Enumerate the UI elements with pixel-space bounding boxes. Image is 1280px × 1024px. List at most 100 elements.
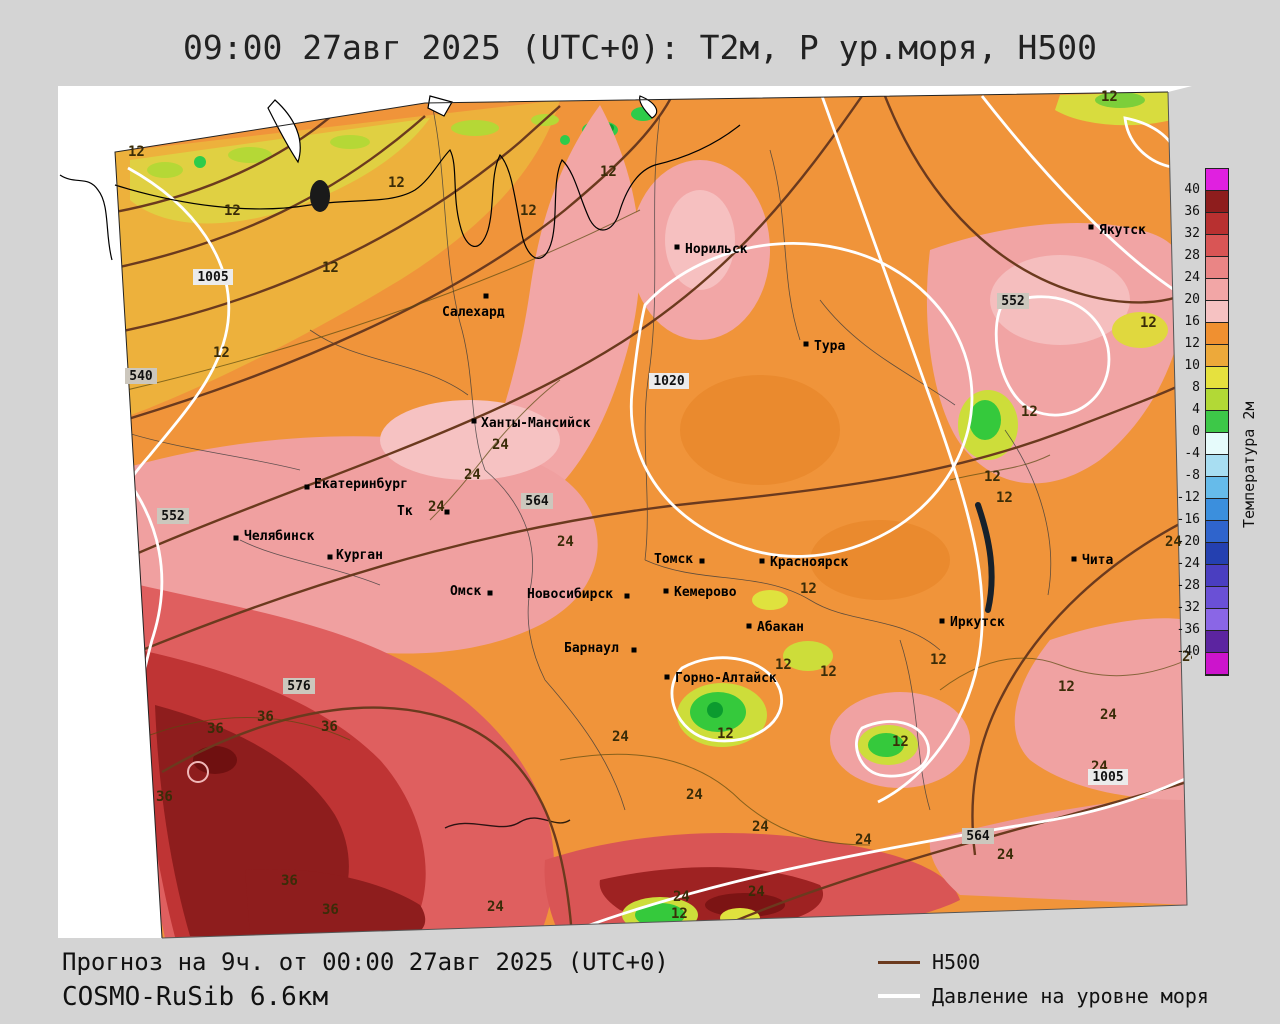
h500-contour-label: 540 [129,369,153,384]
colorbar-tick: 24 [1184,270,1200,285]
colorbar-cell [1206,653,1228,675]
temp-contour-label: 12 [1140,315,1157,331]
h500-contour-label-box [283,678,315,694]
city-marker [663,588,669,594]
city-label: Кемерово [674,585,737,600]
city-label: Тура [814,339,845,354]
city-marker [664,674,670,680]
city-label: Тк [397,504,413,519]
temp-contour-label: 12 [520,203,537,219]
temp-contour-label: 12 [717,726,734,742]
colorbar-tick: -16 [1176,512,1200,527]
city-marker [487,590,493,596]
temp-contour-label: 24 [673,889,690,905]
colorbar-tick: -36 [1176,622,1200,637]
colorbar-cell [1206,323,1228,345]
colorbar-cell [1206,367,1228,389]
city-label: Омск [450,584,481,599]
city-marker [624,593,630,599]
temp-contour-label: 12 [600,164,617,180]
city-label: Норильск [685,242,748,257]
colorbar-cell [1206,543,1228,565]
temperature-colorbar [1205,168,1229,676]
colorbar-cell [1206,301,1228,323]
city-label: Екатеринбург [314,477,408,492]
city-marker [759,558,765,564]
city-marker [746,623,752,629]
h500-contour-label: 552 [1001,294,1024,309]
domain-border-left-top [114,91,1169,939]
coastlines [59,95,741,261]
city-marker [327,554,333,560]
city-marker [939,618,945,624]
pressure-contour-label: 1005 [197,270,228,285]
h500-contour-label-box [997,293,1029,309]
colorbar-tick: -28 [1176,578,1200,593]
temp-contour-label: 12 [224,203,241,219]
h500-contour-label-box [157,508,189,524]
colorbar-cell [1206,411,1228,433]
temp-contour-label: 12 [213,345,230,361]
colorbar-cell [1206,169,1228,191]
temp-contour-label: 24 [855,832,872,848]
model-info-line: COSMO-RuSib 6.6км [62,982,329,1012]
city-label: Барнаул [564,641,619,656]
temp-contour-label: 24 [487,899,504,915]
city-label: Салехард [442,305,505,320]
legend-pressure: Давление на уровне моря [878,984,1209,1008]
temp-contour-label: 12 [775,657,792,673]
colorbar-tick: 0 [1192,424,1200,439]
temp-contour-label: 12 [1021,404,1038,420]
city-marker [631,647,637,653]
temp-contour-label: 24 [752,819,769,835]
colorbar-cell [1206,433,1228,455]
h500-contour-label: 552 [161,509,184,524]
colorbar-tick: -32 [1176,600,1200,615]
map-labels-layer: 12 12 12 12 12 12 12 12 12 12 12 12 12 12 12 12 12 12 12 12… [125,89,1192,922]
colorbar-tick: 32 [1184,226,1200,241]
city-marker [1088,224,1094,230]
colorbar-title: Температура 2м [1240,401,1258,529]
city-marker [444,509,450,515]
colorbar-tick: -4 [1184,446,1200,461]
temp-contour-label: 12 [322,260,339,276]
temp-contour-label: 24 [997,847,1014,863]
temp-contour-label: 12 [1101,89,1118,105]
pressure-contour-label: 1020 [653,374,684,389]
colorbar-cell [1206,587,1228,609]
colorbar-ticks: 40 36 32 28 24 20 16 12 10 8 4 0 -4 -8 -12 -16 -20 -24 -28… [1156,168,1200,688]
temp-contour-label: 24 [492,437,509,453]
temp-contour-label: 24 [1182,649,1192,665]
city-label: Красноярск [770,555,848,570]
h500-contour-label: 564 [966,829,990,844]
colorbar-tick: 8 [1192,380,1200,395]
colorbar-cell [1206,499,1228,521]
colorbar-cell [1206,477,1228,499]
temp-contour-label: 24 [1165,534,1182,550]
colorbar-cell [1206,521,1228,543]
pressure-line-sample [878,994,920,998]
city-marker [699,558,705,564]
colorbar-tick: 20 [1184,292,1200,307]
city-marker [233,535,239,541]
temp-contour-label: 36 [156,789,173,805]
colorbar-cells [1206,169,1228,675]
city-marker [803,341,809,347]
colorbar-cell [1206,455,1228,477]
temp-contour-label: 12 [1058,679,1075,695]
city-marker [304,484,310,490]
pressure-legend-label: Давление на уровне моря [932,984,1209,1008]
colorbar-tick: -24 [1176,556,1200,571]
city-label: Горно-Алтайск [675,671,777,686]
city-label: Ханты-Мансийск [481,416,591,431]
colorbar-cell [1206,565,1228,587]
temp-contour-label: 24 [612,729,629,745]
temp-contour-label: 36 [321,719,338,735]
city-label: Томск [654,552,693,567]
temp-contour-label: 12 [820,664,837,680]
colorbar-cell [1206,213,1228,235]
city-label: Челябинск [244,529,315,544]
legend-h500: H500 [878,950,980,974]
temp-contour-label: 24 [428,499,445,515]
colorbar-tick: -12 [1176,490,1200,505]
